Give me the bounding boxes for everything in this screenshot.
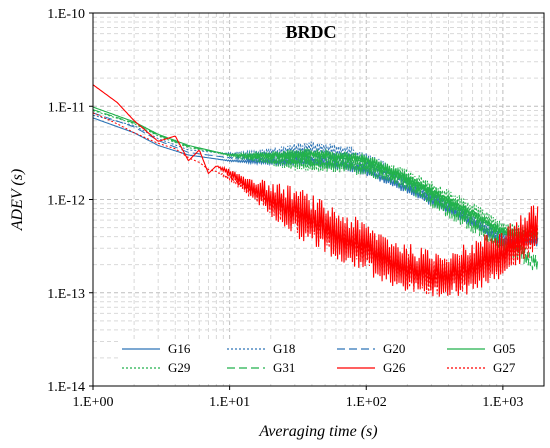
y-tick-label: 1.E-11: [48, 100, 85, 115]
legend-label-g16: G16: [168, 341, 191, 356]
legend-label-g29: G29: [168, 360, 190, 375]
legend: G16 G18 G20 G05 G29 G31 G26 G27: [118, 339, 542, 383]
series-line-g27: [93, 112, 539, 295]
x-tick-label: 1.E+00: [73, 395, 114, 410]
x-tick-label: 1.E+03: [482, 395, 523, 410]
y-tick-label: 1.E-10: [47, 7, 85, 22]
legend-label-g05: G05: [493, 341, 515, 356]
x-tick-label: 1.E+01: [209, 395, 250, 410]
legend-label-g18: G18: [273, 341, 295, 356]
y-tick-label: 1.E-13: [47, 287, 85, 302]
y-axis-title: ADEV (s): [9, 169, 26, 231]
y-tick-label: 1.E-12: [47, 194, 85, 209]
grid-lines: [92, 12, 545, 387]
legend-background: [118, 339, 542, 383]
chart-title: BRDC: [285, 22, 336, 42]
legend-label-g31: G31: [273, 360, 295, 375]
series-line-g31: [93, 109, 539, 271]
plot-area: [93, 84, 539, 297]
axis-ticks: 1.E+00 1.E+01 1.E+02 1.E+03 1.E-10 1.E-11 1.E-…: [47, 7, 523, 410]
x-tick-label: 1.E+02: [346, 395, 387, 410]
legend-label-g26: G26: [383, 360, 406, 375]
x-axis-title: Averaging time (s): [258, 423, 377, 440]
y-tick-label: 1.E-14: [47, 380, 85, 395]
series-line-g26: [93, 84, 539, 297]
series-line-g05: [93, 106, 539, 241]
legend-label-g20: G20: [383, 341, 405, 356]
legend-label-g27: G27: [493, 360, 516, 375]
